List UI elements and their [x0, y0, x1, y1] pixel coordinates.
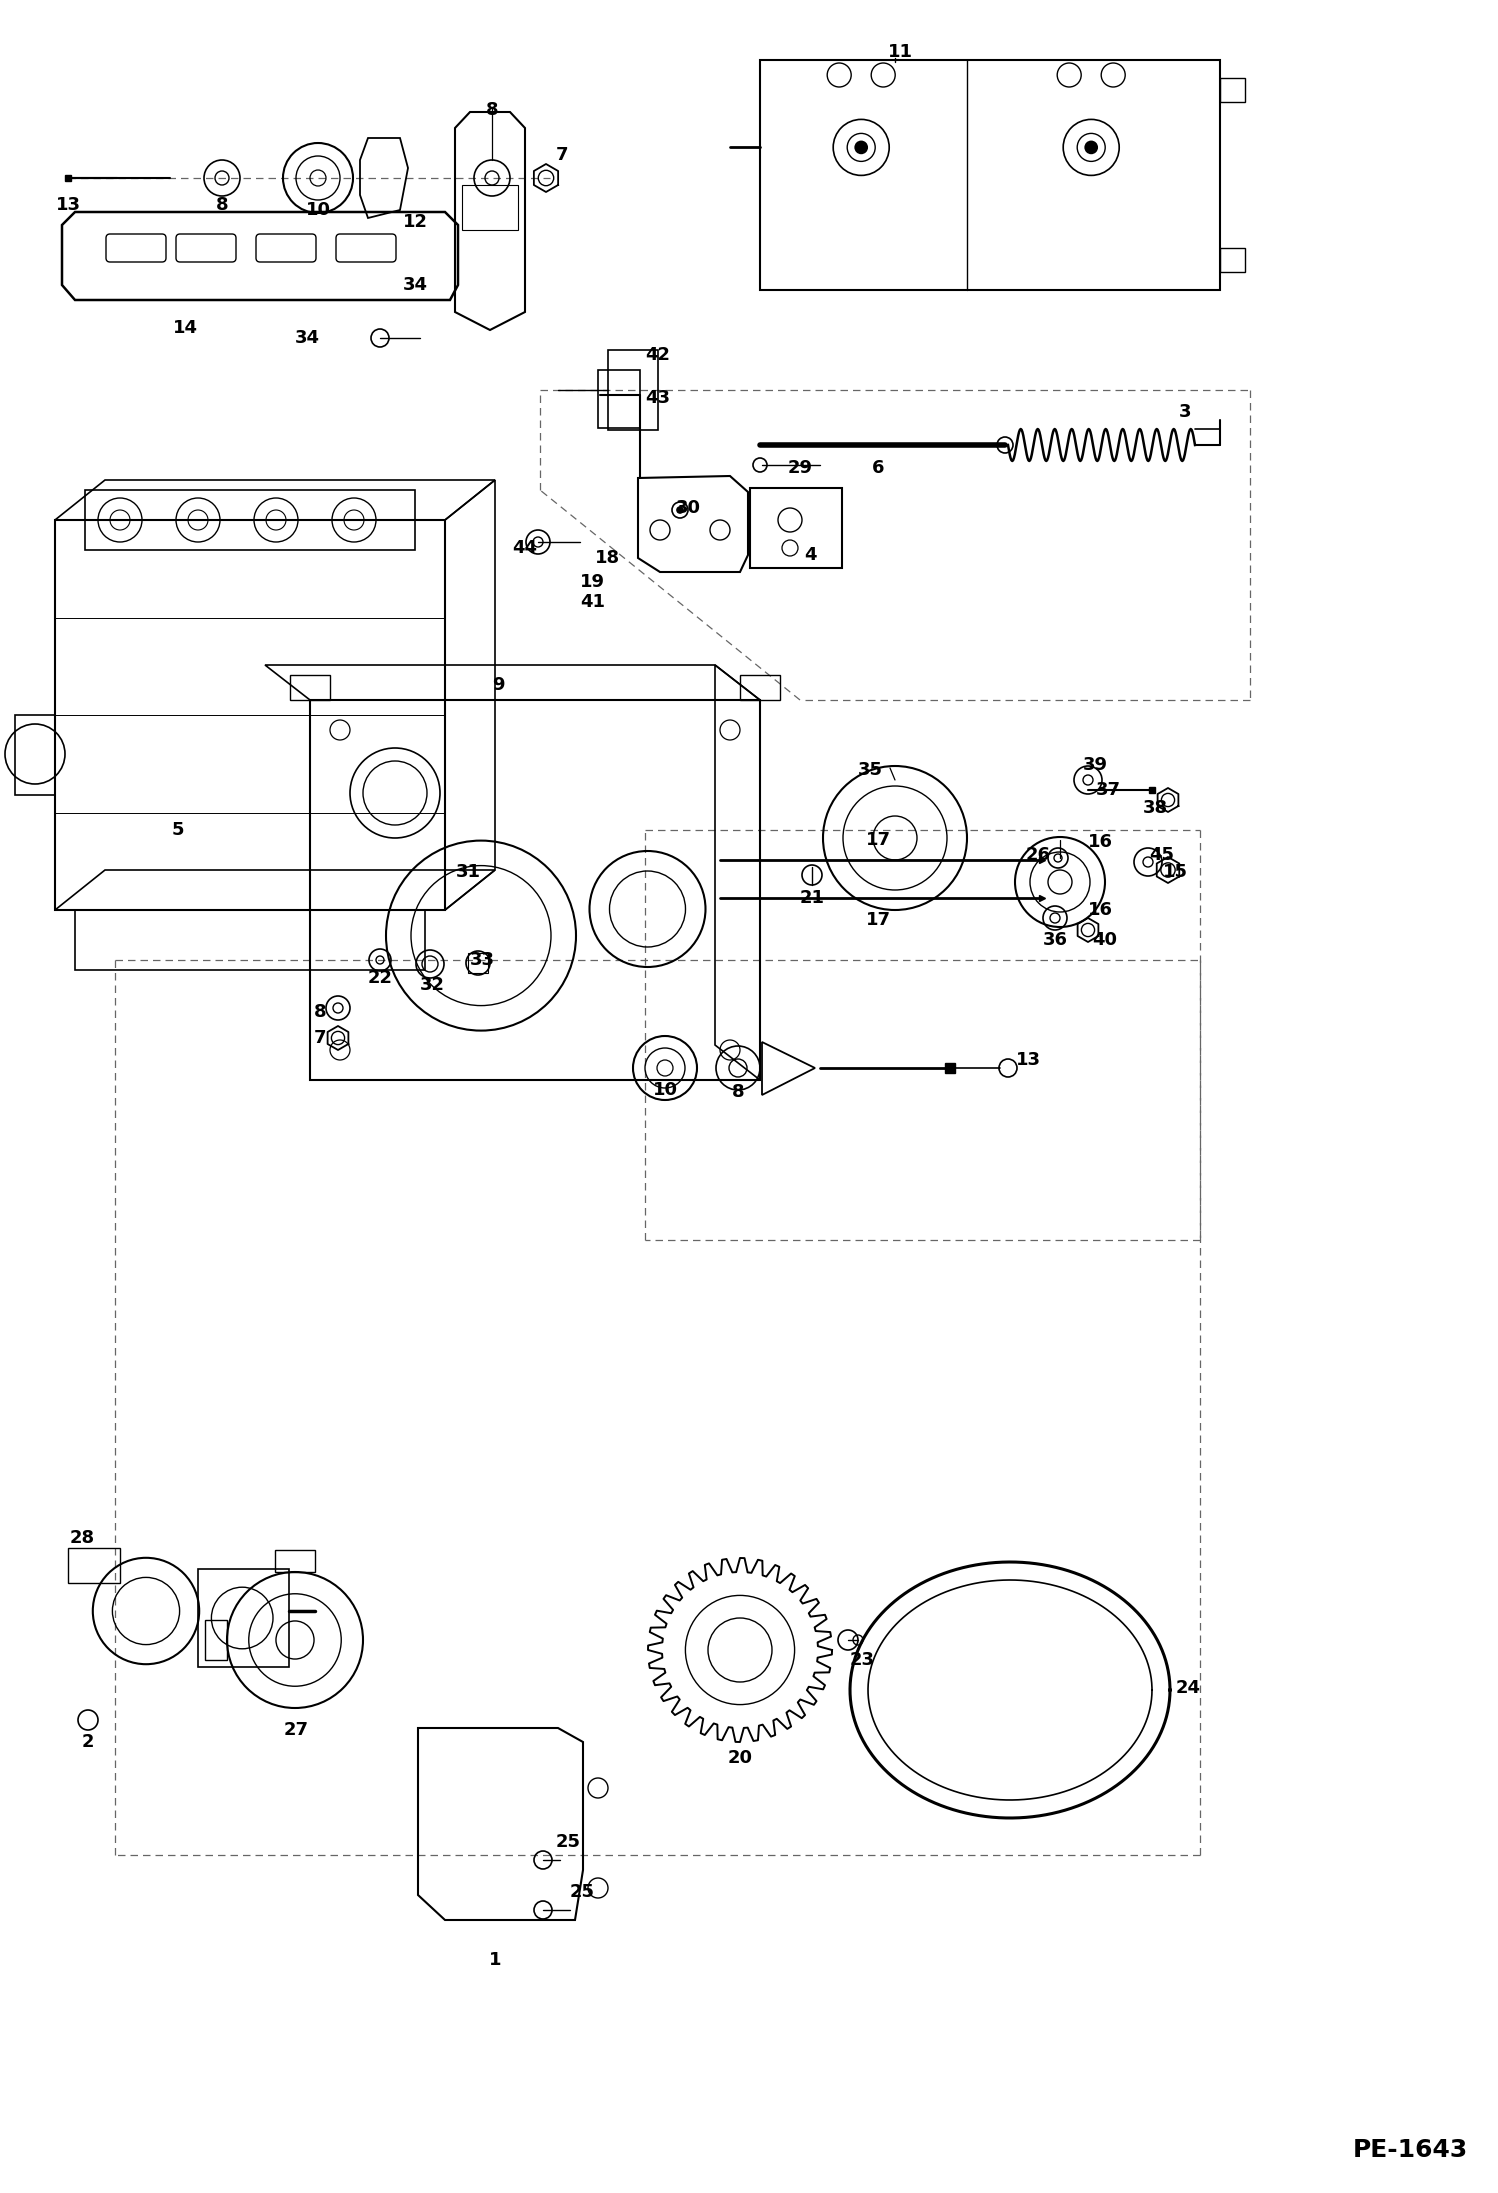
Bar — [85, 489, 415, 550]
Text: 7: 7 — [556, 147, 568, 164]
Bar — [608, 351, 658, 430]
Text: 28: 28 — [69, 1529, 94, 1546]
Bar — [598, 371, 640, 428]
Bar — [198, 1568, 289, 1667]
Text: PE-1643: PE-1643 — [1353, 2138, 1468, 2162]
Text: 1: 1 — [488, 1952, 502, 1969]
Text: 25: 25 — [569, 1884, 595, 1901]
Bar — [750, 489, 842, 568]
Text: 43: 43 — [646, 388, 671, 408]
Text: 21: 21 — [800, 888, 824, 908]
Text: 12: 12 — [403, 213, 427, 230]
Text: 42: 42 — [646, 346, 671, 364]
Text: 8: 8 — [485, 101, 499, 118]
Bar — [1219, 79, 1245, 103]
Text: 8: 8 — [216, 195, 228, 215]
Text: 17: 17 — [866, 831, 890, 849]
Text: 15: 15 — [1162, 864, 1188, 882]
Text: 27: 27 — [283, 1722, 309, 1739]
Text: 20: 20 — [728, 1750, 752, 1768]
Text: 8: 8 — [731, 1083, 745, 1101]
Circle shape — [855, 140, 867, 154]
Text: 29: 29 — [788, 458, 812, 478]
Text: 34: 34 — [403, 276, 427, 294]
Circle shape — [1085, 140, 1097, 154]
Bar — [461, 184, 518, 230]
Text: 17: 17 — [866, 910, 890, 930]
Text: 30: 30 — [676, 500, 701, 518]
Bar — [1219, 248, 1245, 272]
Bar — [205, 1621, 228, 1660]
Text: 16: 16 — [1088, 833, 1113, 851]
Text: 13: 13 — [1016, 1050, 1041, 1068]
Text: 10: 10 — [653, 1081, 677, 1099]
Text: 13: 13 — [55, 195, 81, 215]
Circle shape — [677, 507, 683, 513]
Text: 4: 4 — [804, 546, 816, 564]
Bar — [67, 1548, 120, 1583]
Bar — [759, 59, 1219, 289]
Text: 39: 39 — [1083, 757, 1107, 774]
Bar — [15, 715, 55, 796]
Bar — [274, 1550, 316, 1572]
Text: 32: 32 — [419, 976, 445, 993]
Text: 33: 33 — [469, 952, 494, 969]
Text: 2: 2 — [82, 1732, 94, 1750]
Text: 3: 3 — [1179, 404, 1191, 421]
Text: 19: 19 — [580, 572, 605, 590]
Text: 36: 36 — [1043, 932, 1068, 950]
Bar — [291, 675, 330, 700]
Text: 7: 7 — [313, 1029, 327, 1046]
Text: 23: 23 — [849, 1651, 875, 1669]
Text: 14: 14 — [172, 318, 198, 338]
Bar — [75, 910, 425, 969]
Text: 24: 24 — [1176, 1680, 1200, 1697]
Text: 22: 22 — [367, 969, 392, 987]
Text: 9: 9 — [491, 675, 505, 693]
Text: 41: 41 — [580, 592, 605, 612]
Text: 26: 26 — [1026, 846, 1050, 864]
Text: 40: 40 — [1092, 932, 1118, 950]
Text: 25: 25 — [556, 1833, 581, 1851]
Text: 34: 34 — [295, 329, 321, 346]
Text: 35: 35 — [857, 761, 882, 779]
Bar — [740, 675, 780, 700]
Text: 8: 8 — [313, 1002, 327, 1022]
Text: 18: 18 — [595, 548, 620, 568]
Text: 31: 31 — [455, 864, 481, 882]
Bar — [467, 954, 488, 974]
Text: 38: 38 — [1143, 798, 1167, 818]
Text: 37: 37 — [1095, 781, 1121, 798]
Text: 16: 16 — [1088, 901, 1113, 919]
Text: 6: 6 — [872, 458, 884, 478]
Text: 11: 11 — [887, 44, 912, 61]
Text: 5: 5 — [172, 820, 184, 840]
Text: 44: 44 — [512, 539, 538, 557]
Text: 10: 10 — [306, 202, 331, 219]
Text: 45: 45 — [1149, 846, 1174, 864]
